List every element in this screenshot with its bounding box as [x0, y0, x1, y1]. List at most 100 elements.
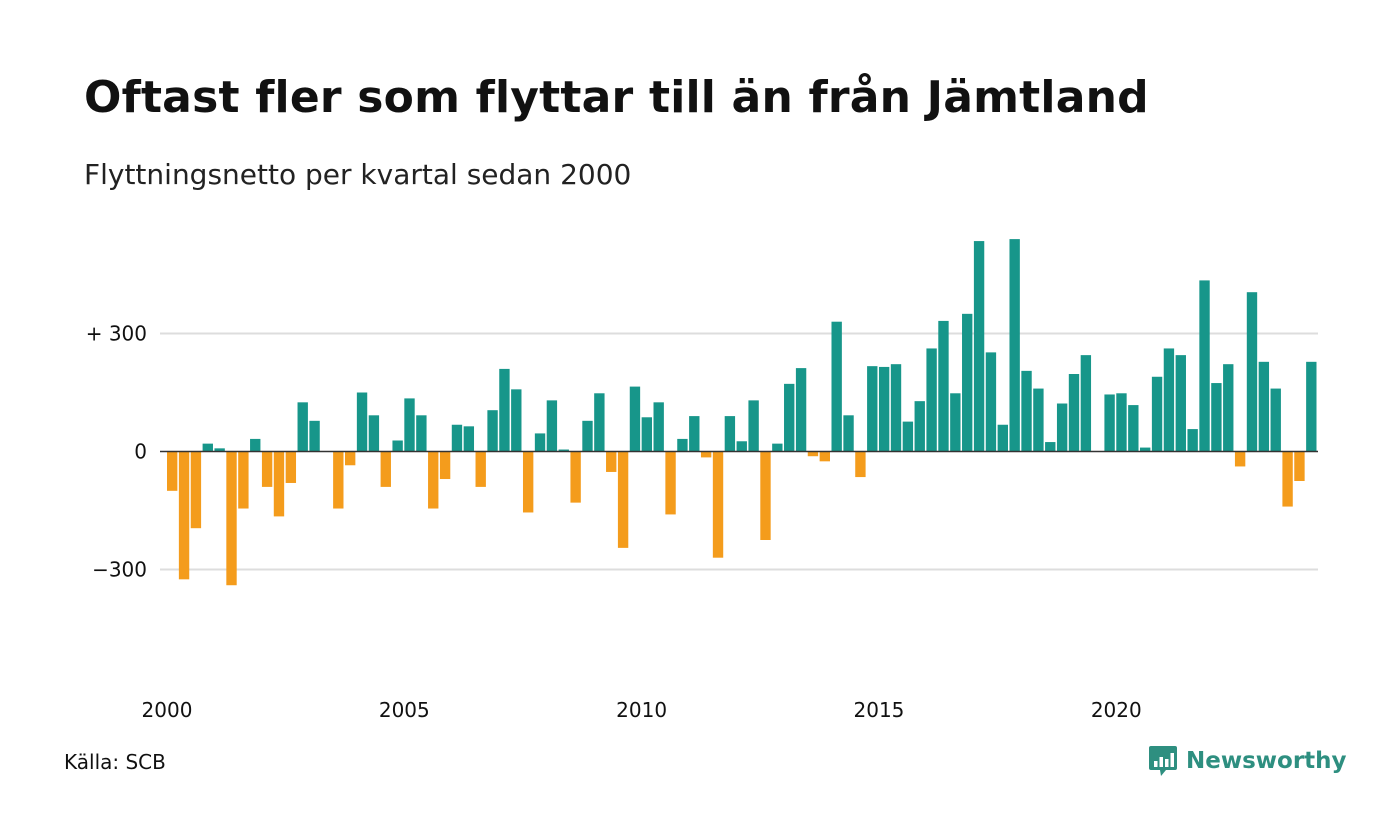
bar	[772, 443, 783, 452]
bar	[546, 400, 558, 452]
newsworthy-chart-bubble-icon	[1149, 746, 1177, 776]
bar	[902, 421, 914, 452]
bar	[1199, 280, 1210, 452]
bar	[973, 241, 985, 452]
bar	[463, 426, 475, 452]
bar	[926, 348, 937, 452]
y-axis-ticks: + 300 0 −300	[86, 322, 147, 582]
bars	[167, 239, 1317, 586]
bar	[1128, 405, 1139, 452]
bar	[404, 398, 415, 452]
x-tick-label: 2000	[142, 698, 193, 722]
bar	[226, 451, 237, 586]
bar	[1246, 292, 1258, 452]
bar	[451, 424, 463, 452]
bar	[522, 451, 534, 513]
bar	[712, 451, 724, 558]
bar	[582, 420, 593, 452]
bar	[689, 416, 700, 452]
bar	[487, 410, 498, 452]
bar	[890, 364, 902, 452]
bar	[843, 415, 854, 452]
x-tick-label: 2015	[854, 698, 905, 722]
bar	[1163, 348, 1175, 452]
bar	[1116, 393, 1127, 452]
bar	[606, 451, 617, 472]
bar	[629, 386, 641, 452]
bar	[1187, 429, 1198, 452]
bar	[214, 448, 225, 452]
x-axis-ticks: 2000 2005 2010 2015 2020	[142, 698, 1142, 722]
bar	[855, 451, 866, 478]
bar	[700, 451, 712, 458]
bar	[190, 451, 202, 529]
bar	[428, 451, 439, 509]
bar	[333, 451, 344, 509]
bar	[167, 451, 178, 491]
bar	[297, 402, 308, 452]
bar	[1045, 442, 1056, 452]
bar	[202, 443, 213, 452]
bar	[250, 438, 261, 452]
bar	[1021, 370, 1032, 452]
bar	[475, 451, 486, 487]
bar	[392, 440, 403, 452]
bar	[1211, 383, 1222, 452]
bar	[309, 420, 320, 452]
logo-text: Newsworthy	[1186, 748, 1347, 774]
bar	[1258, 361, 1270, 452]
bar	[724, 416, 736, 452]
bar	[511, 389, 522, 452]
gridlines	[160, 332, 1318, 571]
x-tick-label: 2020	[1091, 698, 1142, 722]
bar	[950, 393, 961, 452]
bar	[1068, 374, 1080, 452]
x-tick-label: 2010	[616, 698, 667, 722]
bar	[261, 451, 273, 487]
bar	[1009, 239, 1020, 452]
chart-subtitle: Flyttningsnetto per kvartal sedan 2000	[84, 158, 632, 191]
bar	[238, 451, 249, 509]
bar	[499, 368, 510, 452]
bar	[938, 320, 949, 452]
bar	[1104, 394, 1115, 452]
bar	[178, 451, 190, 580]
bar	[534, 433, 546, 452]
bar	[439, 451, 451, 480]
y-tick-label: −300	[92, 558, 147, 582]
chart-title: Oftast fler som flyttar till än från Jäm…	[84, 72, 1149, 123]
bar	[962, 313, 973, 452]
bar	[570, 451, 581, 503]
bar	[285, 451, 297, 483]
bar	[807, 451, 819, 457]
bar	[997, 424, 1008, 452]
bar	[1306, 361, 1317, 452]
newsworthy-logo: Newsworthy	[1148, 744, 1347, 778]
bar	[831, 321, 842, 452]
bar	[677, 438, 688, 452]
bar	[784, 383, 795, 452]
bar	[795, 368, 807, 452]
bar	[617, 451, 629, 548]
x-tick-label: 2005	[379, 698, 430, 722]
bar	[1270, 388, 1281, 452]
bar	[1294, 451, 1305, 481]
bar	[665, 451, 676, 515]
bar	[1140, 447, 1151, 452]
bar	[878, 366, 890, 452]
bar	[1056, 403, 1068, 452]
bar	[356, 392, 368, 452]
y-tick-label: + 300	[86, 322, 147, 346]
bar	[1033, 388, 1044, 452]
bar	[416, 415, 427, 452]
bar	[558, 449, 569, 452]
bar	[368, 415, 380, 452]
bar	[273, 451, 285, 517]
bar	[760, 451, 771, 540]
bar	[985, 352, 997, 452]
bar	[736, 441, 747, 452]
bar	[819, 451, 830, 462]
bar	[1223, 364, 1234, 452]
bar	[914, 401, 925, 452]
bar	[867, 366, 878, 452]
